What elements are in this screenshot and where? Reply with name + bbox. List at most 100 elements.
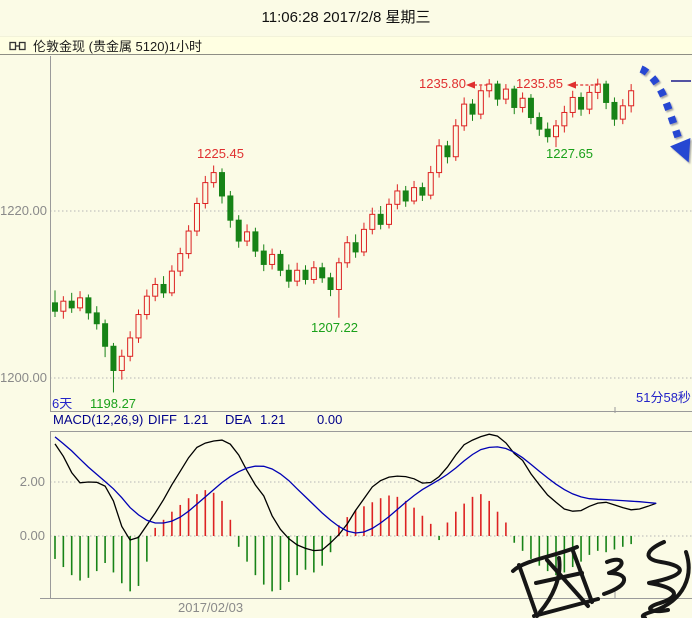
signature-stroke — [646, 540, 682, 614]
down-trend-arrow — [639, 65, 684, 145]
label-arrows — [466, 81, 598, 89]
diff-line — [54, 433, 657, 552]
macd-diff-label: DIFF — [148, 412, 177, 427]
price-axis-label-1200: 1200.00 — [0, 370, 47, 385]
macd-axis-label-2: 2.00 — [19, 474, 45, 489]
candle-body — [193, 202, 200, 232]
candle-body — [185, 230, 192, 255]
down-trend-arrowhead — [670, 138, 691, 163]
candle-body — [93, 312, 100, 325]
period-info: 6天 — [52, 396, 73, 411]
macd-dea-label: DEA — [225, 412, 252, 427]
candle-body — [160, 283, 167, 294]
candle-body — [436, 145, 443, 174]
candle-body — [444, 145, 451, 158]
signature-stroke — [640, 550, 691, 618]
candle-body — [553, 125, 559, 138]
candle-body — [452, 125, 459, 158]
signature-watermark — [511, 540, 691, 618]
chart-title-bar: 伦敦金现 (贵金属 5120)1小时 — [0, 36, 692, 55]
candle-body — [369, 213, 376, 230]
candle-body — [302, 269, 309, 280]
candle-body — [177, 253, 184, 272]
candle-body — [486, 83, 493, 92]
candle-body — [327, 277, 334, 290]
candle-body — [502, 88, 509, 100]
candle-body — [235, 219, 242, 242]
candle-body — [536, 116, 543, 130]
candle-body — [377, 213, 384, 225]
candle-body — [402, 190, 409, 202]
candle-body — [110, 345, 117, 371]
candle-body — [294, 269, 301, 282]
annotation-resistance-a: 1235.80 — [419, 76, 466, 91]
candle-body — [143, 295, 150, 316]
signature-stroke — [602, 557, 627, 596]
candle-body — [511, 88, 518, 108]
annotation-low: 1198.27 — [90, 396, 137, 411]
candle-body — [569, 96, 576, 113]
candle-body — [628, 90, 635, 107]
candle-body — [611, 101, 618, 120]
signature-stroke — [517, 563, 539, 618]
candle-body — [527, 97, 534, 118]
candle-body — [352, 242, 359, 253]
gridlines — [50, 210, 692, 537]
annotation-swing-high: 1225.45 — [197, 146, 244, 161]
arrow-head-b — [567, 81, 576, 89]
candle-body — [386, 203, 392, 225]
candle-body — [277, 253, 284, 271]
candle-body — [477, 90, 484, 115]
candle-body — [102, 323, 109, 347]
candle-body — [619, 105, 626, 120]
candle-body — [335, 262, 342, 290]
signature-stroke — [532, 597, 600, 618]
macd-indicator-name[interactable]: MACD(12,26,9) — [53, 412, 144, 427]
candle-body — [285, 269, 292, 282]
candle-body — [519, 97, 526, 108]
candle-body — [244, 231, 251, 242]
countdown-timer: 51分58秒 — [636, 390, 691, 405]
macd-axis-label-0: 0.00 — [19, 528, 45, 543]
candle-body — [461, 103, 468, 127]
macd-histogram — [54, 490, 632, 592]
macd-diff-value: 1.21 — [183, 412, 209, 427]
candle-body — [269, 253, 276, 265]
candle-body — [168, 270, 175, 294]
macd-hist-value: 0.00 — [317, 412, 343, 427]
candle-body — [260, 250, 267, 265]
candle-body — [469, 103, 476, 115]
annotation-resistance-b: 1235.85 — [516, 76, 563, 91]
candle-body — [252, 231, 259, 252]
arrow-head-a — [466, 81, 475, 89]
candle-body — [578, 96, 585, 110]
candle-body — [310, 267, 317, 280]
price-axis-label-1220: 1220.00 — [0, 203, 47, 218]
candlestick-series — [52, 78, 635, 393]
clock-display: 11:06:28 2017/2/8 星期三 — [261, 9, 431, 26]
signature-stroke — [545, 558, 590, 608]
candle-body — [544, 128, 551, 138]
candle-body — [394, 190, 401, 205]
signature-stroke — [538, 556, 562, 614]
candle-body — [344, 242, 351, 264]
signature-stroke — [534, 571, 584, 585]
candle-body — [152, 283, 159, 297]
candle-body — [411, 187, 418, 202]
annotation-range-low: 1227.65 — [546, 146, 593, 161]
candle-body — [52, 302, 58, 312]
candle-body — [77, 297, 84, 309]
candle-body — [586, 91, 593, 110]
candle-body — [135, 314, 142, 339]
macd-dea-value: 1.21 — [260, 412, 286, 427]
signature-stroke — [511, 545, 579, 573]
dea-line — [54, 436, 657, 534]
candle-body — [594, 83, 601, 93]
link-icon[interactable] — [9, 41, 26, 51]
candle-body — [60, 300, 67, 312]
candle-body — [360, 228, 367, 253]
candle-body — [561, 111, 568, 127]
instrument-title: 伦敦金现 (贵金属 5120)1小时 — [33, 39, 203, 54]
